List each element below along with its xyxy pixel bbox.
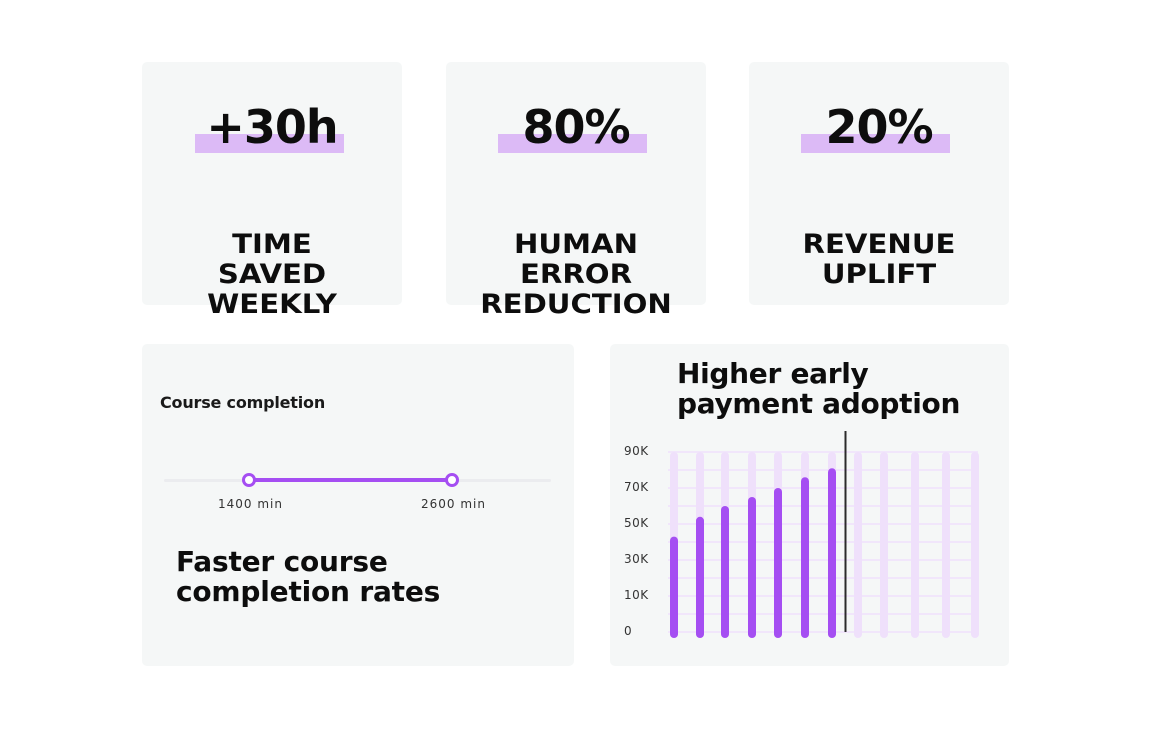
y-axis-label: 30K xyxy=(624,552,649,566)
bar-track xyxy=(911,452,919,638)
y-axis-label: 90K xyxy=(624,444,649,458)
bar-chart xyxy=(668,431,979,638)
value-highlight xyxy=(498,134,647,153)
stat-label-line: UPLIFT xyxy=(821,259,937,290)
course-completion-card: Course completion 1400 min 2600 min Fast… xyxy=(142,344,574,666)
bar-track xyxy=(880,452,888,638)
stat-label: REVENUE UPLIFT xyxy=(739,230,1020,290)
stat-label-line: REDUCTION xyxy=(480,289,672,320)
value-highlight xyxy=(801,134,950,153)
headline-line: completion rates xyxy=(176,575,441,608)
stat-card-revenue-uplift: 20% REVENUE UPLIFT xyxy=(749,62,1009,305)
stat-value: 80% xyxy=(522,100,630,154)
y-axis-label: 70K xyxy=(624,480,649,494)
bar[interactable] xyxy=(696,516,704,638)
course-headline: Faster course completion rates xyxy=(176,547,440,607)
stat-label-line: WEEKLY xyxy=(207,289,337,320)
bar[interactable] xyxy=(774,488,782,638)
range-start-label: 1400 min xyxy=(218,497,283,511)
range-end-label: 2600 min xyxy=(421,497,486,511)
stat-card-error-reduction: 80% HUMAN ERROR REDUCTION xyxy=(446,62,706,320)
stat-label: TIME SAVED WEEKLY xyxy=(132,230,413,320)
stat-label-line: TIME xyxy=(232,229,312,260)
value-highlight xyxy=(195,134,344,153)
bar[interactable] xyxy=(748,497,756,638)
stat-label-line: SAVED xyxy=(217,259,327,290)
bar-track xyxy=(971,452,979,638)
range-end-knob[interactable] xyxy=(445,473,459,487)
headline-line: Faster course xyxy=(176,545,388,578)
chart-title-line: Higher early xyxy=(677,357,869,390)
stat-value: +30h xyxy=(206,100,338,154)
stat-label-line: REVENUE xyxy=(802,229,956,260)
stat-label: HUMAN ERROR REDUCTION xyxy=(436,230,717,320)
range-start-knob[interactable] xyxy=(242,473,256,487)
stat-label-line: HUMAN xyxy=(513,229,639,260)
bar[interactable] xyxy=(721,506,729,638)
bar[interactable] xyxy=(801,477,809,638)
stat-label-line: ERROR xyxy=(519,259,633,290)
payment-adoption-chart-card: Higher early payment adoption 90K 70K 50K 3… xyxy=(610,344,1009,666)
range-fill xyxy=(248,478,451,482)
stat-card-time-saved: +30h TIME SAVED WEEKLY xyxy=(142,62,402,320)
y-axis-label: 50K xyxy=(624,516,649,530)
course-title: Course completion xyxy=(160,393,326,412)
chart-title: Higher early payment adoption xyxy=(677,359,960,419)
bar-track xyxy=(854,452,862,638)
y-axis-label: 10K xyxy=(624,588,649,602)
bar[interactable] xyxy=(670,536,678,638)
chart-title-line: payment adoption xyxy=(677,387,961,420)
bar[interactable] xyxy=(828,468,836,638)
y-axis-label: 0 xyxy=(624,624,633,638)
stat-value: 20% xyxy=(825,100,933,154)
bar-track xyxy=(942,452,950,638)
